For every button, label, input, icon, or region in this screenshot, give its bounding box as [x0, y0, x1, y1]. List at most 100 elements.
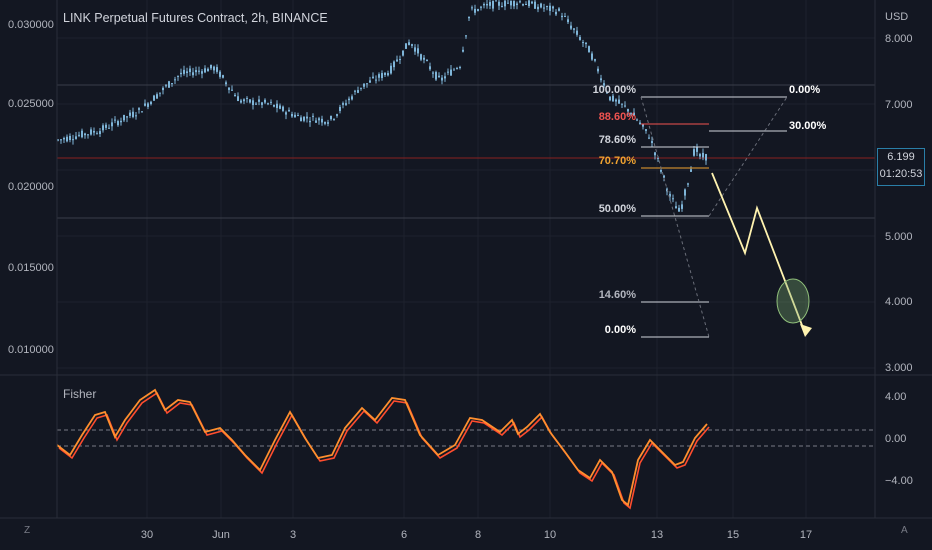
corner-right-label[interactable]: A [901, 525, 908, 536]
candle-body [621, 103, 623, 105]
candle-body [525, 3, 527, 5]
candle-body [534, 1, 536, 9]
x-axis-label: 3 [290, 529, 296, 541]
candle-body [63, 137, 65, 140]
candle-body [213, 66, 215, 71]
left-axis-label: 0.015000 [8, 262, 54, 274]
candle-body [201, 71, 203, 74]
candle-body [456, 67, 458, 69]
candle-body [294, 114, 296, 118]
indicator-axis-label: −4.00 [885, 475, 913, 487]
fib-level-label: 88.60% [599, 111, 637, 123]
candle-body [483, 4, 485, 6]
last-price-value: 6.199 [887, 151, 915, 163]
candle-body [342, 103, 344, 105]
candle-body [543, 7, 545, 9]
candle-body [285, 112, 287, 115]
candle-body [519, 1, 521, 3]
candle-body [363, 83, 365, 87]
currency-label: USD [885, 11, 908, 23]
candle-body [567, 19, 569, 23]
fib-ext-label: 0.00% [789, 84, 820, 96]
left-axis-label: 0.010000 [8, 344, 54, 356]
left-axis-label: 0.025000 [8, 98, 54, 110]
candle-body [258, 99, 260, 102]
candle-body [486, 3, 488, 6]
candle-body [498, 1, 500, 6]
candle-body [171, 83, 173, 85]
candle-body [180, 72, 182, 75]
candle-body [636, 119, 638, 121]
last-price-badge: 6.199 01:20:53 [877, 148, 925, 186]
candle-body [570, 25, 572, 29]
candle-body [57, 139, 59, 141]
candle-body [321, 118, 323, 123]
candle-body [192, 72, 194, 76]
candle-body [372, 76, 374, 78]
candle-body [459, 67, 461, 69]
candle-body [573, 28, 575, 30]
candle-body [357, 90, 359, 93]
candle-body [333, 118, 335, 120]
indicator-axis-label: 0.00 [885, 433, 906, 445]
candle-body [237, 96, 239, 102]
candles [57, 0, 707, 212]
right-axis-label: 5.000 [885, 231, 913, 243]
candle-body [228, 87, 230, 90]
candle-body [696, 147, 698, 152]
candle-body [96, 133, 98, 135]
projection-arrow[interactable] [711, 172, 812, 337]
x-axis-label: 15 [727, 529, 739, 541]
candle-body [279, 105, 281, 109]
candle-body [288, 109, 290, 112]
fib-level-label: 14.60% [599, 289, 637, 301]
candle-body [378, 74, 380, 78]
candle-body [549, 5, 551, 11]
candle-body [492, 0, 494, 9]
candle-body [654, 152, 656, 156]
candle-body [642, 124, 644, 127]
candle-body [546, 6, 548, 8]
candle-body [222, 75, 224, 78]
candle-body [123, 114, 125, 121]
candle-body [195, 70, 197, 73]
candle-body [474, 8, 476, 13]
candle-body [420, 54, 422, 60]
candle-body [660, 169, 662, 172]
candle-body [126, 116, 128, 118]
candle-body [375, 79, 377, 81]
candle-body [663, 175, 665, 178]
candle-body [648, 137, 650, 139]
candle-body [303, 116, 305, 121]
corner-left-label[interactable]: Z [24, 525, 31, 536]
candle-body [249, 99, 251, 103]
candle-body [477, 9, 479, 11]
candle-body [198, 70, 200, 72]
candle-body [264, 99, 266, 103]
candle-body [135, 115, 137, 117]
right-axis-label: 8.000 [885, 33, 913, 45]
left-axis-label: 0.030000 [8, 19, 54, 31]
candle-body [297, 115, 299, 117]
candle-body [495, 0, 497, 2]
candle-body [129, 112, 131, 116]
candle-body [471, 7, 473, 9]
candle-body [186, 71, 188, 73]
indicator-axis-label: 4.00 [885, 391, 906, 403]
candle-body [240, 100, 242, 103]
fib-ext-trend [708, 96, 788, 217]
candle-body [528, 0, 530, 7]
candle-body [681, 204, 683, 209]
x-axis-label: 10 [544, 529, 556, 541]
candle-body [324, 121, 326, 124]
candle-body [603, 83, 605, 86]
candle-body [645, 129, 647, 131]
candle-body [183, 69, 185, 74]
fib-retracement[interactable]: 100.00% 88.60% 78.60% 70.70% 50.00% 14.60% 0.0… [593, 84, 827, 338]
candle-body [414, 47, 416, 52]
candle-body [153, 95, 155, 101]
candle-body [630, 113, 632, 115]
candle-body [393, 61, 395, 68]
x-axis-label: 6 [401, 529, 407, 541]
